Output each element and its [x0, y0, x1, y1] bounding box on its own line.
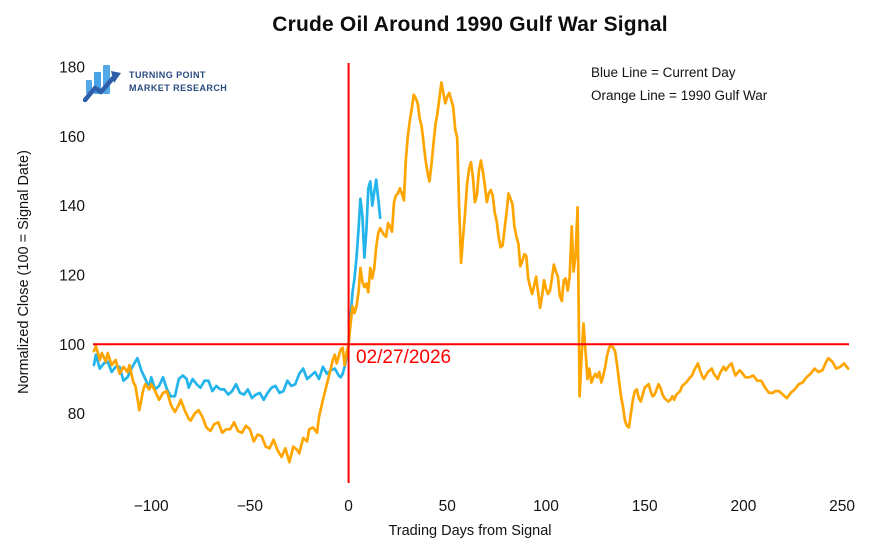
y-tick-label: 120	[59, 268, 85, 285]
series-line-current-day	[92, 178, 382, 402]
x-tick-label: 50	[439, 498, 457, 515]
logo-text: TURNING POINT MARKET RESEARCH	[129, 69, 227, 95]
y-tick-label: 160	[59, 129, 85, 146]
x-axis-label: Trading Days from Signal	[388, 523, 552, 539]
logo: TURNING POINT MARKET RESEARCH	[83, 59, 227, 105]
x-tick-label: 250	[829, 498, 855, 515]
x-tick-label: 0	[344, 498, 353, 515]
series-line-1990-gulf-war	[92, 81, 850, 464]
y-tick-label: 180	[59, 59, 85, 76]
logo-text-line2: MARKET RESEARCH	[129, 83, 228, 93]
y-tick-label: 140	[59, 198, 85, 215]
x-tick-label: −50	[237, 498, 264, 515]
x-tick-label: −100	[134, 498, 169, 515]
legend-orange-entry: Orange Line = 1990 Gulf War	[591, 87, 768, 103]
legend: Blue Line = Current Day Orange Line = 19…	[591, 62, 767, 107]
logo-text-line1: TURNING POINT	[129, 70, 206, 80]
y-tick-label: 80	[68, 406, 86, 423]
signal-date-label: 02/27/2026	[356, 347, 452, 368]
x-tick-label: 100	[533, 498, 559, 515]
y-axis-label: Normalized Close (100 = Signal Date)	[16, 150, 32, 394]
y-tick-label: 100	[59, 337, 85, 354]
x-tick-label: 150	[632, 498, 658, 515]
x-tick-label: 200	[730, 498, 756, 515]
legend-blue-entry: Blue Line = Current Day	[591, 65, 736, 80]
logo-icon	[83, 65, 121, 103]
chart-title: Crude Oil Around 1990 Gulf War Signal	[272, 13, 668, 36]
